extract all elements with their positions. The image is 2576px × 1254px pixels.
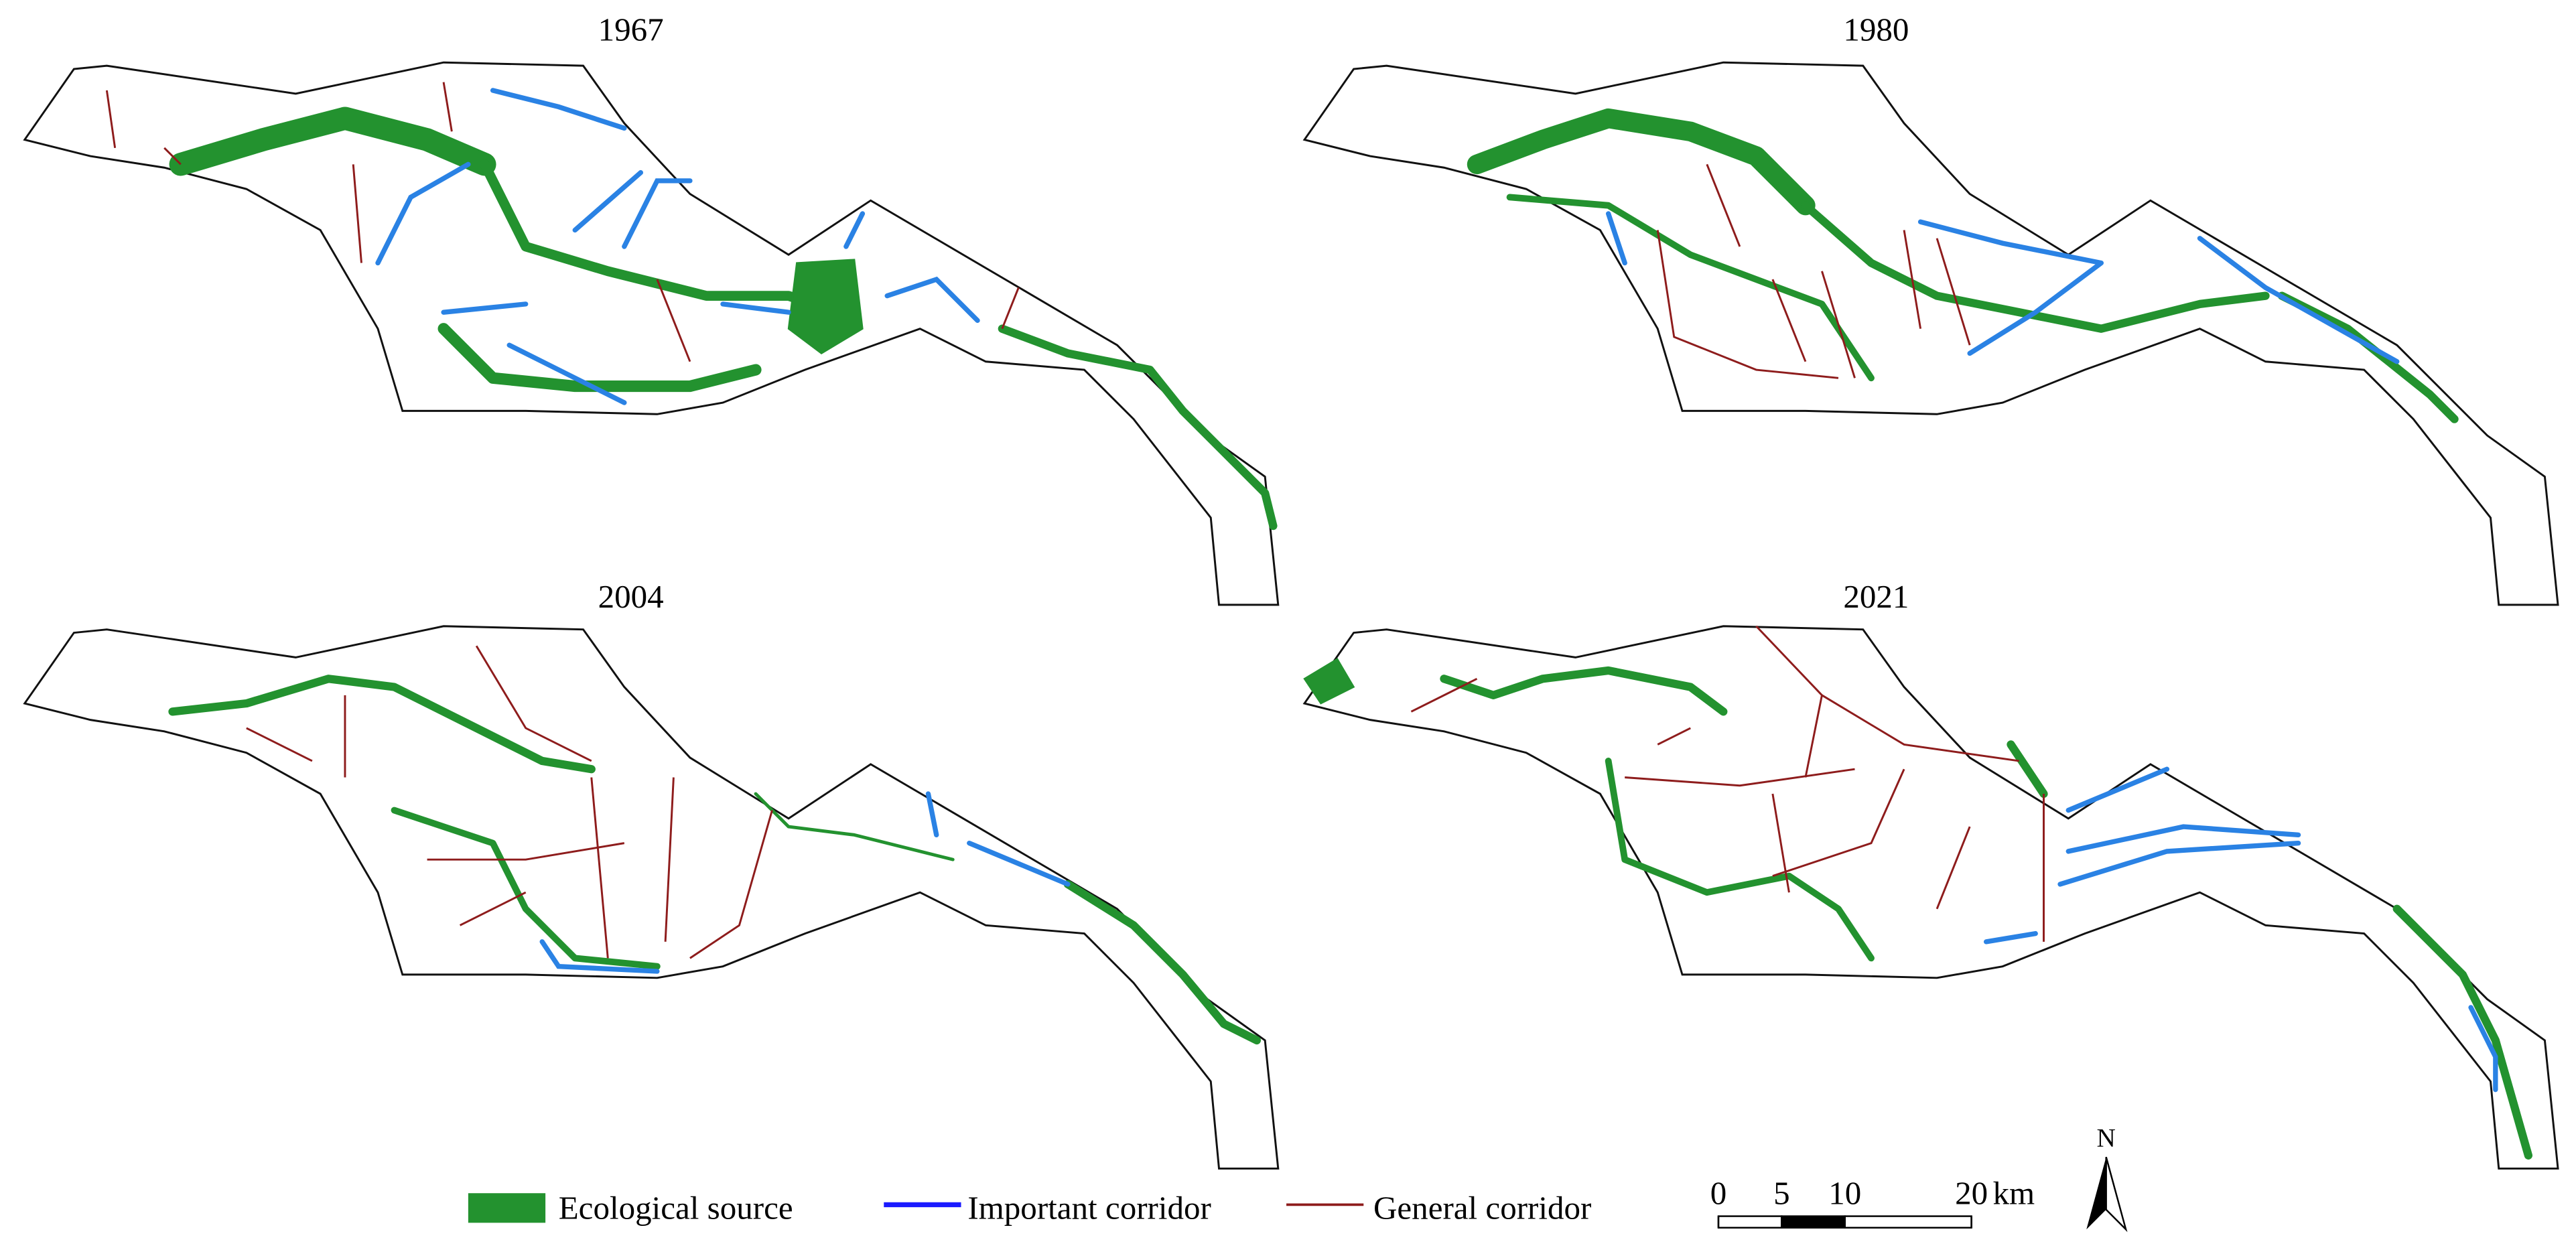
general-corridor — [246, 645, 773, 959]
north-arrow-shape — [2086, 1157, 2106, 1230]
map-panel: 1967 — [23, 11, 1280, 606]
important-corridor — [572, 169, 693, 249]
study-boundary — [1303, 61, 2559, 606]
scale-segment — [1844, 1215, 1972, 1229]
ecological-source — [391, 807, 661, 970]
panel-title: 2004 — [598, 578, 664, 615]
legend-label: Important corridor — [967, 1189, 1211, 1226]
legend-label: Ecological source — [559, 1189, 793, 1226]
ecological-source — [1801, 201, 2270, 333]
ecological-source — [168, 675, 596, 774]
legend-swatch — [468, 1193, 546, 1223]
ecological-source — [169, 107, 496, 176]
north-arrow: N — [2086, 1124, 2128, 1233]
scale-segment — [1717, 1215, 1783, 1229]
ecological-source — [1467, 108, 1816, 216]
ecological-source — [998, 324, 1278, 531]
scale-unit: km — [1992, 1174, 2035, 1211]
scale-label: 20 — [1955, 1174, 1988, 1211]
ecological-source — [2007, 740, 2533, 1160]
panel-title: 1967 — [598, 11, 664, 48]
study-boundary — [1303, 625, 2559, 1170]
important-corridor — [1983, 766, 2498, 1093]
north-label: N — [2097, 1124, 2116, 1153]
map-panel: 1980 — [1303, 11, 2559, 606]
ecological-source — [2277, 291, 2459, 423]
important-corridor — [490, 88, 627, 131]
scale-bar: 0 5 10 20 km — [1710, 1174, 2035, 1229]
important-corridor — [375, 161, 471, 266]
panel-title: 1980 — [1843, 11, 1909, 48]
legend-label: General corridor — [1373, 1189, 1591, 1226]
ecological-source — [787, 259, 864, 354]
north-arrow-shape — [2105, 1156, 2128, 1233]
important-corridor — [441, 211, 980, 405]
important-corridor — [1605, 211, 2400, 364]
ecological-source — [437, 323, 762, 393]
scale-label: 5 — [1773, 1174, 1790, 1211]
ecological-source — [1063, 880, 1262, 1045]
important-corridor — [539, 791, 1071, 974]
general-corridor — [1410, 625, 2045, 942]
map-panel: 2004 — [23, 578, 1280, 1170]
general-corridor — [1656, 163, 1971, 379]
scale-label: 0 — [1710, 1174, 1727, 1211]
map-panel: 2021 — [1303, 578, 2559, 1170]
ecological-source — [1506, 194, 1875, 382]
ecological-source — [1440, 666, 1728, 716]
ecological-source — [1303, 658, 1355, 705]
ecological-source — [1605, 758, 1875, 962]
scale-segment — [1781, 1215, 1846, 1229]
panel-title: 2021 — [1843, 578, 1909, 615]
legend: Ecological source Important corridor Gen… — [468, 1189, 1591, 1226]
scale-label: 10 — [1828, 1174, 1861, 1211]
general-corridor — [105, 82, 1020, 362]
